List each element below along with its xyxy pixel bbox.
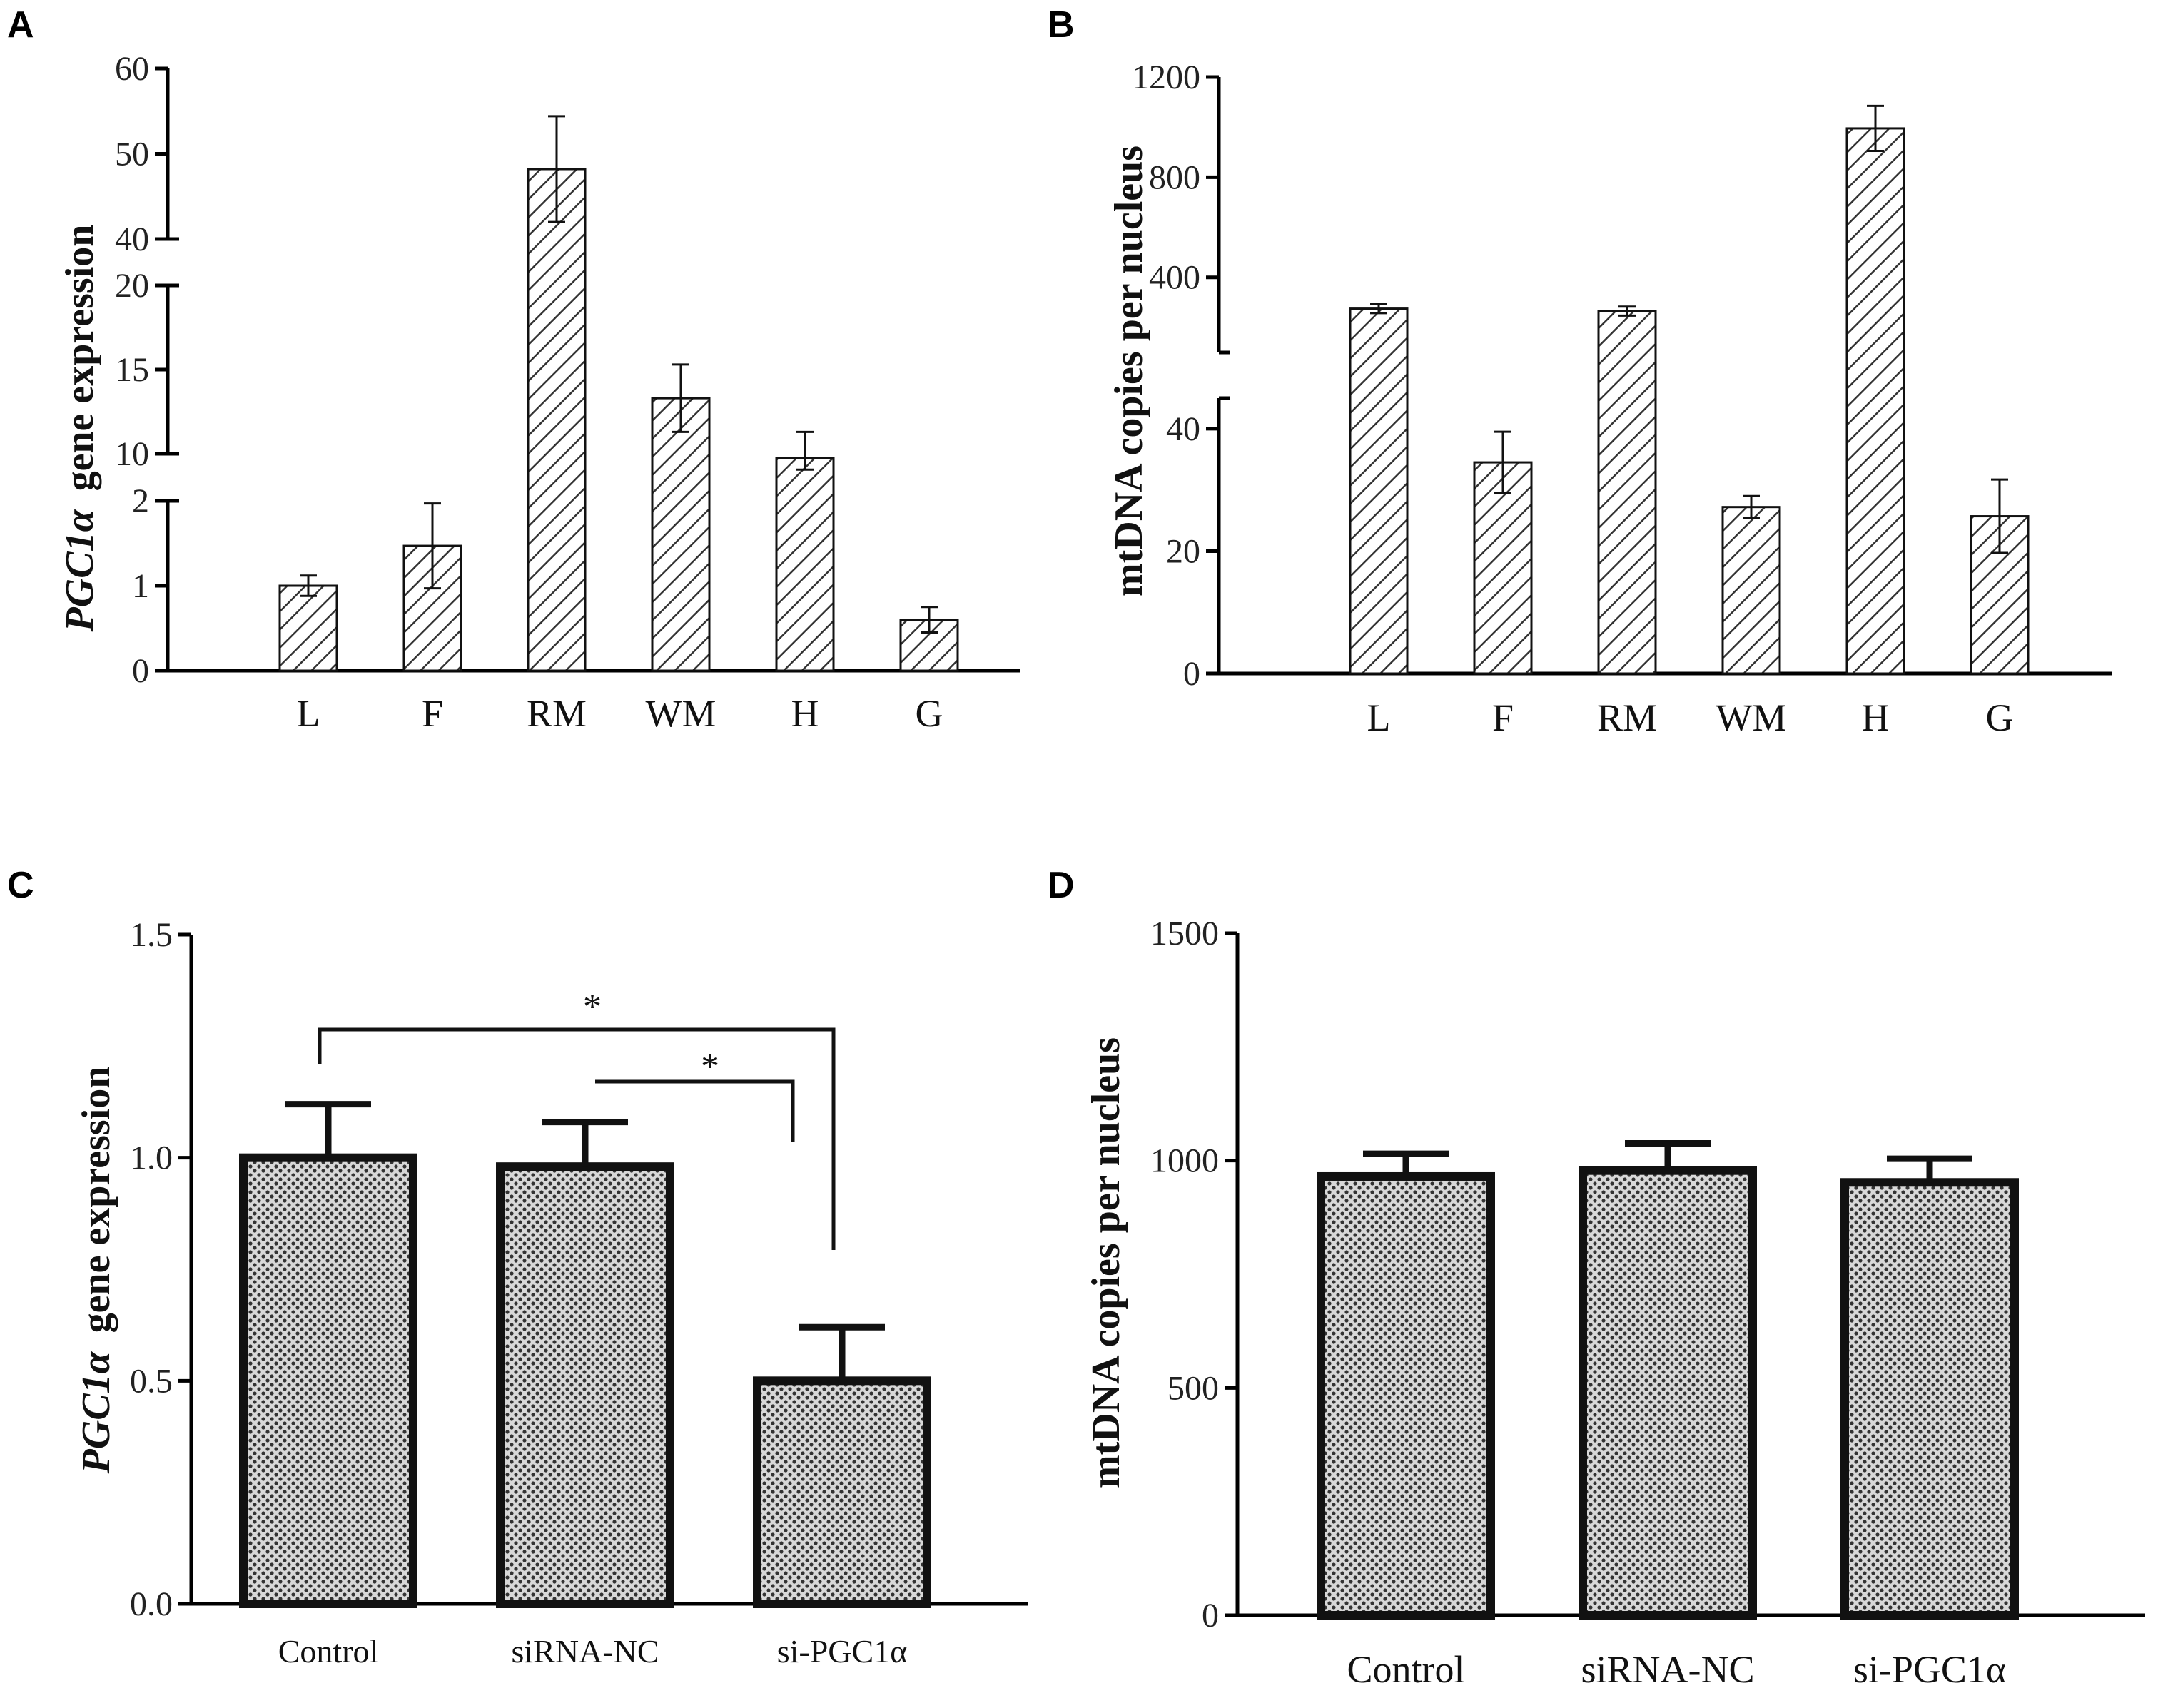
panel-d-chart: 0 500 1000 1500 Control siRNA-NC si-PGC1α [1150,915,2145,1691]
panel-b-category-label: H [1862,696,1890,739]
panel-b-category-label: G [1986,696,2014,739]
panel-c-ylabel-text: gene expression [74,1067,118,1333]
panel-a-y-tick-label: 1 [132,567,149,605]
panel-c-bar [239,1153,417,1608]
panel-b-category-label: RM [1597,696,1657,739]
panel-c-bar [496,1162,674,1608]
panel-c-significance-bracket [595,1079,795,1142]
panel-c-y-tick-label: 0.0 [130,1585,173,1623]
panel-b-ylabel: mtDNA copies per nucleus [1107,146,1151,596]
panel-c-bar [753,1376,931,1609]
panel-a-bar [278,584,338,672]
panel-a-category-label: F [422,692,443,735]
panel-b-category-label: WM [1716,696,1787,739]
panel-a-bar [651,397,711,672]
panel-d-y-tick-label: 1500 [1150,915,1219,952]
panel-d-y-tick-label: 0 [1202,1597,1219,1635]
panel-d-category-label: siRNA-NC [1581,1648,1754,1691]
panel-a-ylabel-gene: PGC1α [58,509,102,632]
panel-a-y-tick-label: 40 [115,220,149,258]
panel-d-bar [1579,1166,1757,1620]
panel-b-y-tick-label: 20 [1166,532,1200,570]
panel-d-bar [1840,1178,2019,1620]
panel-a-chart: 0 1 2 10 15 20 40 50 60 L F RM WM H G [115,50,1020,735]
panel-d-y-tick-label: 1000 [1150,1142,1219,1180]
panel-b-y-tick-label: 800 [1149,158,1200,196]
panel-b-y-tick-label: 400 [1149,259,1200,297]
panel-d-category-label: si-PGC1α [1853,1648,2006,1691]
panel-a-category-label: G [916,692,943,735]
panel-a-y-tick-label: 15 [115,351,149,389]
panel-c-category-label: si-PGC1α [777,1633,908,1669]
panel-b-chart: 0 20 40 400 800 1200 L F RM WM H G [1132,59,2112,739]
panel-b-category-label: L [1367,696,1391,739]
panel-d-ylabel: mtDNA copies per nucleus [1084,1037,1128,1488]
panel-b-y-tick-label: 40 [1166,410,1200,448]
panel-c-y-tick-label: 1.5 [130,916,173,954]
panel-a-y-tick-label: 50 [115,136,149,173]
panel-c-ylabel: PGC1α gene expression [74,1067,118,1475]
panel-b-bar [1473,461,1533,675]
panel-b-bar [1845,127,1905,675]
panel-c-significance-star: * [701,1047,719,1087]
panel-b-bar [1597,310,1657,675]
panel-a-category-label: H [791,692,819,735]
panel-d-category-label: Control [1347,1648,1464,1691]
panel-c-ylabel-gene: PGC1α [74,1351,118,1474]
panel-letter-c: C [7,865,34,906]
panel-a-ylabel-text: gene expression [58,225,102,492]
panel-c-significance-bracket [318,1027,836,1250]
panel-c-chart: 0.0 0.5 1.0 1.5 Control siRNA-NC si-PGC1α * * [130,916,1028,1669]
panel-a-y-tick-label: 0 [132,652,149,690]
panel-c-y-tick-label: 1.0 [130,1139,173,1177]
panel-b-y-tick-label: 1200 [1132,59,1200,96]
panel-c-significance-star: * [583,987,602,1027]
panel-a-y-tick-label: 10 [115,435,149,473]
panel-a-y-tick-label: 2 [132,482,149,520]
panel-c-y-tick-label: 0.5 [130,1362,173,1400]
panel-letter-b: B [1048,4,1075,46]
panel-c-category-label: siRNA-NC [511,1633,659,1669]
panel-a-category-label: L [297,692,320,735]
panel-a-category-label: RM [527,692,587,735]
panel-d-bar [1317,1171,1495,1620]
panel-letter-a: A [7,4,34,46]
panel-b-bar [1349,307,1409,675]
panel-b-category-label: F [1492,696,1514,739]
panel-b-y-tick-label: 0 [1183,655,1200,693]
panel-d-y-tick-label: 500 [1167,1369,1219,1407]
panel-letter-d: D [1048,865,1075,906]
panel-a-bar [527,168,587,672]
panel-a-y-tick-label: 20 [115,267,149,305]
panel-a-y-tick-label: 60 [115,50,149,88]
panel-a-bar [775,457,835,672]
panel-a-ylabel: PGC1α gene expression [58,225,102,633]
panel-c-category-label: Control [278,1633,379,1669]
panel-a-category-label: WM [646,692,716,735]
panel-b-bar [1721,506,1781,675]
